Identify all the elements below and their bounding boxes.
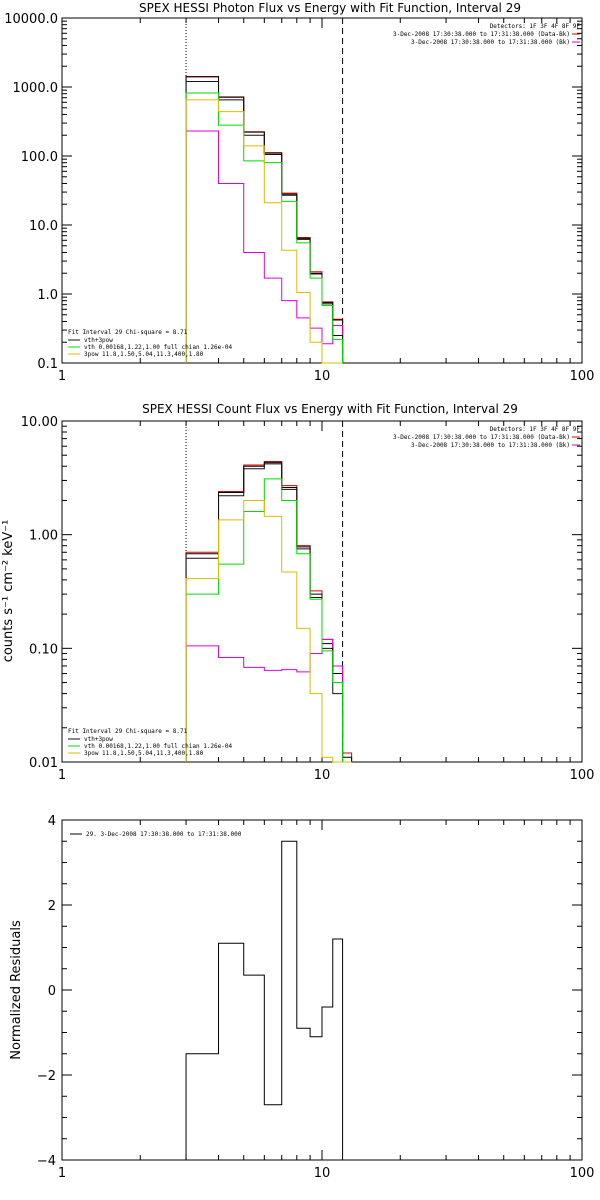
- residuals-ytick-label-0: −4: [37, 1154, 56, 1169]
- count-y-axis-label: counts s⁻¹ cm⁻² keV⁻¹: [1, 520, 16, 663]
- photon-legend-3pow: 3pow 11.8,1.50,5.04,11.3,400,1.80: [84, 351, 204, 358]
- count-xtick-label-0: 1: [58, 768, 66, 783]
- count-ytick-label-3: 10.00: [21, 415, 58, 430]
- photon-axis-ticks: [61, 17, 582, 364]
- photon-ytick-label-5: 10000.0: [4, 12, 58, 27]
- photon-plot-frame: [61, 17, 583, 364]
- count-fit-info: Fit Interval 29 Chi-square = 8.71: [68, 728, 188, 735]
- count-ytick-label-0: 0.01: [29, 756, 58, 771]
- photon-legend-total: vth+3pow: [84, 337, 113, 344]
- residuals-y-axis-label: Normalized Residuals: [9, 920, 24, 1060]
- residuals-xtick-label-2: 100: [570, 1166, 595, 1181]
- count-legend-data-minus-bk: 3-Dec-2008 17:30:38.000 to 17:31:38.000 …: [393, 434, 570, 441]
- residuals-xtick-label-0: 1: [58, 1166, 66, 1181]
- count-ytick-label-2: 1.00: [29, 529, 58, 544]
- count-legend-bk: 3-Dec-2008 17:30:38.000 to 17:31:38.000 …: [411, 442, 570, 449]
- photon-chart-title: SPEX HESSI Photon Flux vs Energy with Fi…: [139, 1, 521, 15]
- photon-xtick-label-2: 100: [570, 369, 595, 384]
- count-legend-vth: vth 0.00168,1.22,1.00 full chian 1.26e-0…: [84, 743, 232, 750]
- count-series-vth: [185, 478, 352, 763]
- photon-flux-panel: SPEX HESSI Photon Flux vs Energy with Fi…: [4, 1, 594, 384]
- residuals-ytick-label-1: −2: [37, 1069, 56, 1084]
- count-legend-total: vth+3pow: [84, 736, 113, 743]
- residuals-xtick-label-1: 10: [314, 1166, 331, 1181]
- photon-ytick-label-3: 100.0: [21, 150, 58, 165]
- residuals-ytick-label-3: 2: [48, 899, 56, 914]
- photon-series-bk: [185, 130, 344, 363]
- photon-xtick-label-0: 1: [58, 369, 66, 384]
- residuals-panel: Normalized Residuals −4 −2 0 2 4 1 10 10…: [9, 814, 594, 1181]
- photon-series-vth: [185, 92, 344, 363]
- photon-xtick-label-1: 10: [314, 369, 331, 384]
- photon-ytick-label-1: 1.0: [37, 288, 58, 303]
- residuals-ytick-label-4: 4: [48, 814, 56, 829]
- count-axis-ticks: [61, 420, 582, 763]
- count-chart-title: SPEX HESSI Count Flux vs Energy with Fit…: [142, 402, 518, 416]
- residuals-axis-ticks: [61, 819, 582, 1161]
- count-flux-panel: SPEX HESSI Count Flux vs Energy with Fit…: [1, 402, 594, 783]
- residuals-ytick-label-2: 0: [48, 984, 56, 999]
- photon-ytick-label-0: 0.1: [37, 357, 58, 372]
- photon-series-data-minus-bk: [185, 75, 344, 363]
- count-series-3pow: [185, 499, 352, 763]
- photon-ytick-label-2: 10.0: [29, 219, 58, 234]
- photon-series-total-fit: [185, 81, 344, 363]
- count-ytick-label-1: 0.10: [29, 642, 58, 657]
- count-xtick-label-2: 100: [570, 768, 595, 783]
- count-series-data-minus-bk: [185, 461, 353, 762]
- count-legend-3pow: 3pow 11.8,1.50,5.04,11.3,400,1.80: [84, 750, 204, 757]
- photon-legend-detectors: Detectors: 1F 3F 4F 8F 9F: [490, 23, 581, 30]
- photon-legend-vth: vth 0.00168,1.22,1.00 full chian 1.26e-0…: [84, 344, 232, 351]
- count-series-total-fit: [185, 463, 352, 763]
- photon-series-data: [185, 76, 344, 363]
- photon-series-3pow: [185, 99, 343, 364]
- photon-fit-info: Fit Interval 29 Chi-square = 8.71: [68, 329, 188, 336]
- photon-ytick-label-4: 1000.0: [13, 81, 59, 96]
- residuals-legend: 29. 3-Dec-2008 17:30:38.000 to 17:31:38.…: [86, 831, 242, 838]
- count-xtick-label-1: 10: [314, 768, 331, 783]
- count-legend-detectors: Detectors: 1F 3F 4F 8F 9F: [490, 426, 581, 433]
- residuals-plot-frame: [61, 819, 583, 1161]
- photon-legend-bk: 3-Dec-2008 17:30:38.000 to 17:31:38.000 …: [411, 39, 570, 46]
- count-series-data: [185, 462, 353, 762]
- photon-legend-data-minus-bk: 3-Dec-2008 17:30:38.000 to 17:31:38.000 …: [393, 31, 570, 38]
- residuals-series: [185, 840, 344, 1160]
